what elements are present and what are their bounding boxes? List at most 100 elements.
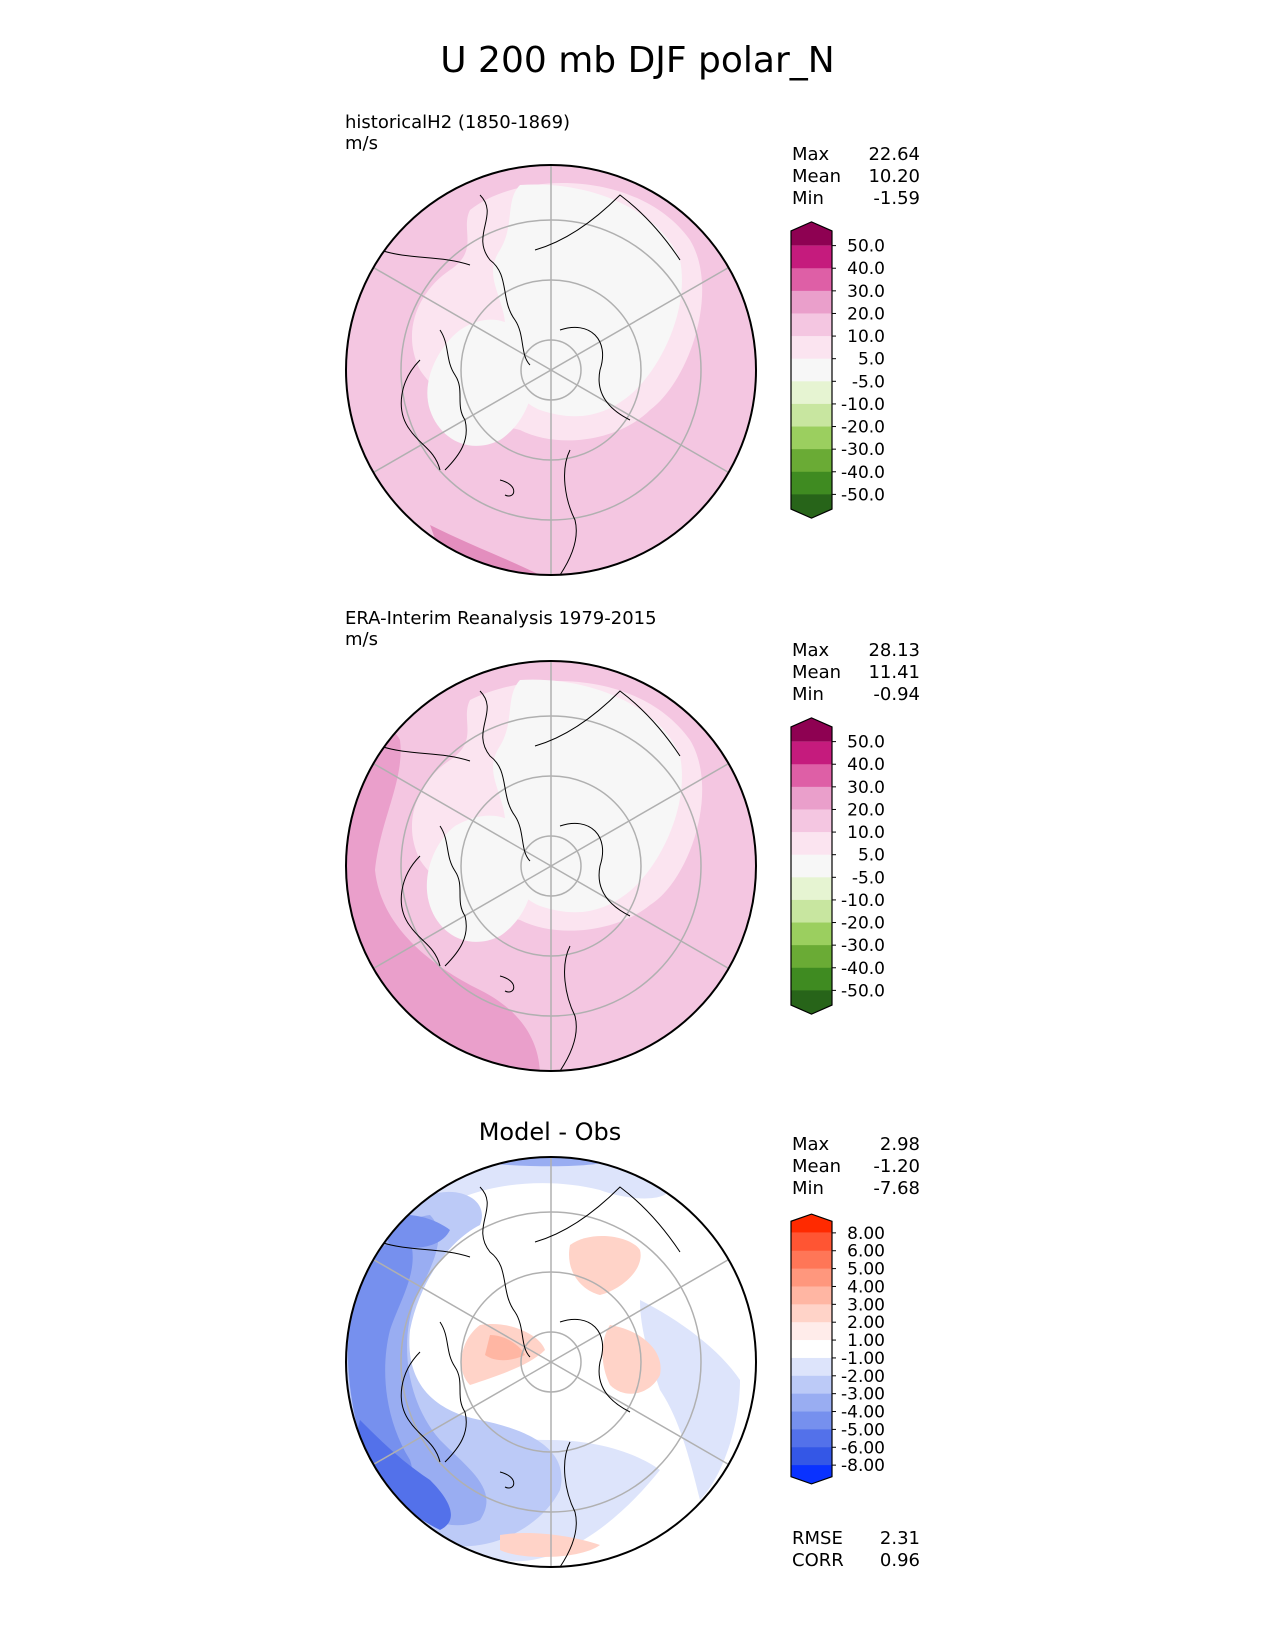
test-colorbar-bin xyxy=(791,471,832,495)
test-colorbar-bin xyxy=(791,313,832,337)
diff-colorbar-bin xyxy=(791,1322,832,1341)
diff-colorbar-bin xyxy=(791,1286,832,1305)
ref-colorbar-tick-label: -30.0 xyxy=(841,936,885,956)
test-colorbar-tick-label: 10.0 xyxy=(847,327,885,347)
ref-colorbar-extend-max xyxy=(791,717,832,742)
ref-gridlines xyxy=(346,661,756,1071)
diff-colorbar-tick-label: -6.00 xyxy=(841,1438,885,1458)
diff-colorbar-bin xyxy=(791,1304,832,1323)
ref-colorbar-outline xyxy=(790,717,833,1015)
diff-stat-corr: CORR 0.96 xyxy=(792,1550,920,1571)
ref-colorbar-bin xyxy=(791,854,832,878)
diff-colorbar-tick-label: 5.00 xyxy=(847,1260,885,1280)
ref-map-boundary xyxy=(345,660,757,1072)
diff-colorbar-tick-label: 6.00 xyxy=(847,1242,885,1262)
ref-colorbar-tick-label: -20.0 xyxy=(841,914,885,934)
diff-colorbar-bin xyxy=(791,1447,832,1466)
test-colorbar-tick-label: 40.0 xyxy=(847,259,885,279)
test-colorbar: 50.040.0 30.020.0 10.0 5.0-5.0 -10.0 -20.0-30… xyxy=(790,221,885,519)
diff-colorbar-tick-label: -1.00 xyxy=(841,1349,885,1369)
ref-colorbar-bin xyxy=(791,832,832,856)
ref-colorbar-bin xyxy=(791,922,832,946)
test-colorbar-tick-label: 50.0 xyxy=(847,237,885,257)
test-colorbar-bin xyxy=(791,358,832,382)
test-colorbar-tick-label: -40.0 xyxy=(841,463,885,483)
ref-colorbar-bin xyxy=(791,809,832,833)
diff-colorbar: 8.006.005.004.003.002.001.00-1.00-2.00-3… xyxy=(790,1213,885,1485)
diff-colorbar-tick-label: 4.00 xyxy=(847,1277,885,1297)
diff-stats: Max 2.98 Mean -1.20 Min -7.68 xyxy=(792,1134,920,1200)
ref-colorbar-bin xyxy=(791,877,832,901)
test-colorbar-tick-label: 30.0 xyxy=(847,282,885,302)
ref-coastlines xyxy=(379,690,681,1071)
ref-colorbar-bin xyxy=(791,899,832,924)
ref-units: m/s xyxy=(345,629,378,650)
ref-colorbar-tick-label: 30.0 xyxy=(847,778,885,798)
test-colorbar-extend-max xyxy=(791,221,832,246)
test-dataset-name: historicalH2 (1850-1869) xyxy=(345,112,571,133)
ref-stat-mean: Mean 11.41 xyxy=(792,662,920,683)
diff-colorbar-tick-label: 1.00 xyxy=(847,1331,885,1351)
test-coastlines xyxy=(379,194,681,575)
ref-colorbar-tick-label: 10.0 xyxy=(847,823,885,843)
figure-title: U 200 mb DJF polar_N xyxy=(440,40,835,81)
diff-colorbar-outline xyxy=(790,1213,833,1485)
diff-colorbar-extend-max xyxy=(791,1214,832,1233)
colorbars: 50.040.030.020.010.05.0-5.0-10.0-20.0-30… xyxy=(790,221,885,1485)
test-field-contours xyxy=(346,165,756,575)
ref-stat-max: Max 28.13 xyxy=(792,640,920,661)
test-colorbar-bin xyxy=(791,268,832,292)
ref-polar-map xyxy=(345,660,757,1072)
diff-colorbar-bin xyxy=(791,1375,832,1395)
ref-colorbar-tick-label: 50.0 xyxy=(847,733,885,753)
test-colorbar-bin xyxy=(791,449,832,473)
ref-colorbar-tick-label: -50.0 xyxy=(841,981,885,1001)
diff-coastlines xyxy=(379,1186,681,1567)
diff-colorbar-tick-label: 2.00 xyxy=(847,1313,885,1333)
diff-gridlines xyxy=(346,1157,756,1567)
diff-panel-title: Model - Obs xyxy=(478,1118,622,1146)
diff-colorbar-bin xyxy=(791,1411,832,1430)
diff-colorbar-tick-label: -8.00 xyxy=(841,1456,885,1476)
ref-colorbar-extend-min xyxy=(791,990,832,1015)
ref-colorbar-tick-label: 5.0 xyxy=(858,846,885,866)
test-polar-map xyxy=(345,164,757,576)
ref-colorbar-tick-label: -5.0 xyxy=(852,868,885,888)
test-colorbar-tick-label: -50.0 xyxy=(841,485,885,505)
diff-colorbar-extend-min xyxy=(791,1465,832,1484)
ref-colorbar-tick-label: -40.0 xyxy=(841,959,885,979)
diff-colorbar-bin xyxy=(791,1232,832,1252)
test-map-boundary xyxy=(345,164,757,576)
ref-colorbar-bin xyxy=(791,786,832,810)
diff-colorbar-tick-label: -3.00 xyxy=(841,1385,885,1405)
diff-stat-rmse: RMSE 2.31 xyxy=(792,1528,920,1549)
diff-colorbar-tick-label: -4.00 xyxy=(841,1403,885,1423)
diff-map-boundary xyxy=(345,1156,757,1568)
test-colorbar-bin xyxy=(791,403,832,428)
diff-colorbar-tick-label: -2.00 xyxy=(841,1367,885,1387)
diff-stat-max: Max 2.98 xyxy=(792,1134,920,1155)
test-panel-label: historicalH2 (1850-1869) m/s xyxy=(345,112,570,154)
diff-colorbar-tick-label: -5.00 xyxy=(841,1420,885,1440)
diff-colorbar-bin xyxy=(791,1340,832,1359)
test-colorbar-bin xyxy=(791,290,832,314)
test-stat-mean: Mean 10.20 xyxy=(792,166,920,187)
diff-colorbar-bin xyxy=(791,1393,832,1413)
test-colorbar-bin xyxy=(791,245,832,269)
ref-stats: Max 28.13 Mean 11.41 Min -0.94 xyxy=(792,640,920,706)
diff-colorbar-tick-label: 3.00 xyxy=(847,1295,885,1315)
diff-polar-map xyxy=(345,1156,757,1568)
diff-extra-stats: RMSE 2.31 CORR 0.96 xyxy=(792,1528,920,1572)
ref-colorbar-tick-label: -10.0 xyxy=(841,891,885,911)
ref-stat-min: Min -0.94 xyxy=(792,684,920,705)
ref-dataset-name: ERA-Interim Reanalysis 1979-2015 xyxy=(345,608,657,629)
diff-colorbar-bin xyxy=(791,1357,832,1377)
ref-panel-label: ERA-Interim Reanalysis 1979-2015 m/s xyxy=(345,608,657,650)
test-colorbar-bin xyxy=(791,426,832,450)
test-colorbar-tick-label: -20.0 xyxy=(841,418,885,438)
test-colorbar-tick-label: -10.0 xyxy=(841,395,885,415)
ref-colorbar-bin xyxy=(791,741,832,765)
test-colorbar-extend-min xyxy=(791,494,832,519)
test-colorbar-tick-label: 20.0 xyxy=(847,304,885,324)
